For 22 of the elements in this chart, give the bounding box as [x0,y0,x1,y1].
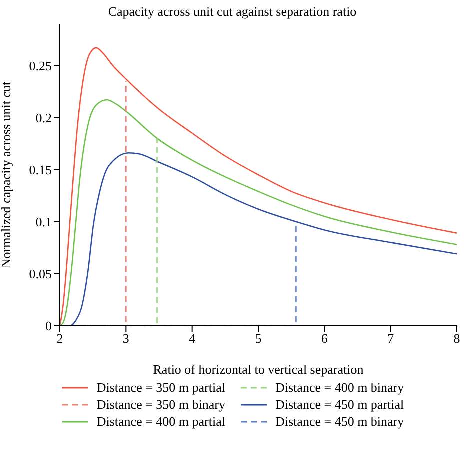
legend-label: Distance = 400 m partial [96,414,226,430]
x-tick-label: 5 [255,331,262,346]
y-tick-label: 0.25 [29,58,52,74]
legend-label: Distance = 400 m binary [276,380,404,396]
y-tick-label: 0.15 [29,162,52,178]
legend-label: Distance = 350 m partial [96,380,226,396]
x-tick-label: 3 [122,331,130,346]
y-tick-label: 0 [46,318,52,334]
y-tick-label: 0.05 [29,266,52,282]
y-tick-label: 0.1 [36,214,52,230]
x-tick-label: 8 [454,331,460,346]
x-tick-label: 4 [189,331,196,346]
x-tick-label: 2 [56,331,64,346]
x-tick-label: 7 [388,331,395,346]
legend-label: Distance = 450 m binary [276,414,404,430]
y-tick-label: 0.2 [36,110,52,126]
x-axis-title: Ratio of horizontal to vertical separation [153,362,364,377]
legend-label: Distance = 450 m partial [276,397,404,413]
chart-title: Capacity across unit cut against separation ratio [107,4,358,20]
x-tick-label: 6 [321,331,328,346]
y-axis-title: Normalized capacity across unit cut [0,81,14,268]
legend-label: Distance = 350 m binary [96,397,226,413]
